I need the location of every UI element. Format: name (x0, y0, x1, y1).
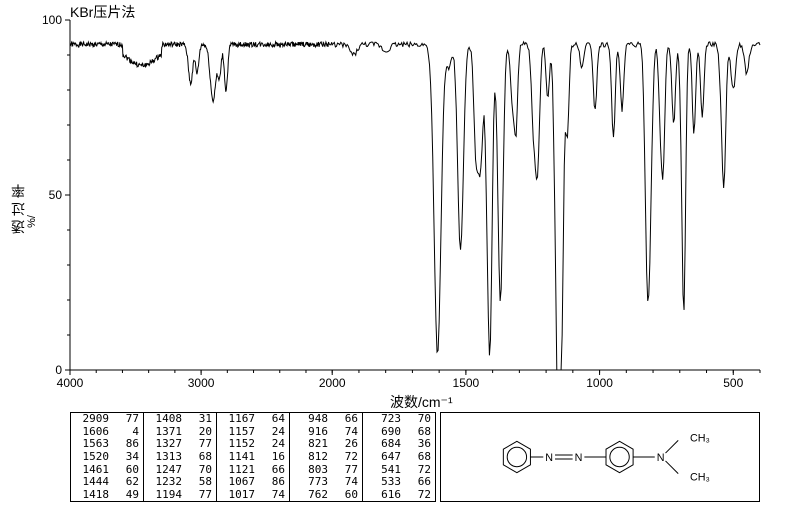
peak-wavenumber: 803 (290, 463, 333, 476)
peak-wavenumber: 541 (363, 463, 406, 476)
peak-wavenumber: 684 (363, 438, 406, 451)
peak-percent: 77 (332, 463, 363, 476)
svg-text:N: N (545, 452, 553, 464)
peak-percent: 24 (259, 426, 290, 439)
peak-percent: 72 (332, 451, 363, 464)
peak-percent: 86 (113, 438, 144, 451)
peak-wavenumber: 1563 (71, 438, 114, 451)
peak-wavenumber: 1017 (217, 488, 260, 501)
peak-wavenumber: 1232 (144, 476, 187, 489)
svg-text:50: 50 (49, 188, 63, 202)
svg-text:100: 100 (42, 13, 62, 27)
peak-wavenumber: 821 (290, 438, 333, 451)
peak-wavenumber: 1194 (144, 488, 187, 501)
peak-wavenumber: 1520 (71, 451, 114, 464)
molecule-structure: N N N CH₃ CH₃ (440, 412, 760, 502)
peak-percent: 34 (113, 451, 144, 464)
peak-percent: 66 (259, 463, 290, 476)
peak-wavenumber: 762 (290, 488, 333, 501)
svg-text:N: N (657, 452, 665, 464)
peak-percent: 64 (259, 413, 290, 426)
svg-text:0: 0 (55, 363, 62, 377)
peak-wavenumber: 1167 (217, 413, 260, 426)
peak-wavenumber: 1606 (71, 426, 114, 439)
peak-wavenumber: 1157 (217, 426, 260, 439)
peak-percent: 26 (332, 438, 363, 451)
peak-percent: 20 (186, 426, 217, 439)
peak-percent: 58 (186, 476, 217, 489)
svg-text:2000: 2000 (319, 376, 346, 390)
peak-wavenumber: 1152 (217, 438, 260, 451)
svg-text:1500: 1500 (453, 376, 480, 390)
peak-percent: 66 (405, 476, 436, 489)
peak-percent: 16 (259, 451, 290, 464)
peak-percent: 68 (405, 451, 436, 464)
peak-wavenumber: 533 (363, 476, 406, 489)
peak-wavenumber: 723 (363, 413, 406, 426)
peak-percent: 77 (186, 488, 217, 501)
peak-percent: 31 (186, 413, 217, 426)
svg-text:CH₃: CH₃ (690, 471, 710, 483)
ir-spectrum-chart: 0 50 100 4000 3000 2000 1500 1000 500 (0, 0, 794, 402)
peak-wavenumber: 1067 (217, 476, 260, 489)
peak-wavenumber: 773 (290, 476, 333, 489)
peak-wavenumber: 690 (363, 426, 406, 439)
peak-wavenumber: 916 (290, 426, 333, 439)
peak-percent: 68 (186, 451, 217, 464)
peak-wavenumber: 1444 (71, 476, 114, 489)
peak-percent: 66 (332, 413, 363, 426)
peak-table: 2909771408311167649486672370160641371201… (70, 412, 436, 502)
peak-wavenumber: 1247 (144, 463, 187, 476)
peak-wavenumber: 2909 (71, 413, 114, 426)
peak-wavenumber: 1121 (217, 463, 260, 476)
svg-text:N: N (575, 452, 583, 464)
peak-percent: 74 (332, 476, 363, 489)
peak-wavenumber: 647 (363, 451, 406, 464)
peak-wavenumber: 616 (363, 488, 406, 501)
peak-wavenumber: 1141 (217, 451, 260, 464)
peak-wavenumber: 1418 (71, 488, 114, 501)
peak-percent: 72 (405, 463, 436, 476)
peak-percent: 36 (405, 438, 436, 451)
svg-text:500: 500 (723, 376, 743, 390)
svg-text:3000: 3000 (188, 376, 215, 390)
bottom-panel: 2909771408311167649486672370160641371201… (70, 412, 760, 502)
peak-percent: 68 (405, 426, 436, 439)
peak-wavenumber: 1371 (144, 426, 187, 439)
peak-percent: 4 (113, 426, 144, 439)
peak-percent: 77 (186, 438, 217, 451)
peak-wavenumber: 1408 (144, 413, 187, 426)
peak-wavenumber: 948 (290, 413, 333, 426)
peak-wavenumber: 1461 (71, 463, 114, 476)
peak-percent: 60 (113, 463, 144, 476)
peak-percent: 77 (113, 413, 144, 426)
peak-percent: 86 (259, 476, 290, 489)
svg-text:CH₃: CH₃ (690, 432, 710, 444)
peak-percent: 49 (113, 488, 144, 501)
peak-wavenumber: 1327 (144, 438, 187, 451)
peak-percent: 24 (259, 438, 290, 451)
peak-percent: 70 (186, 463, 217, 476)
peak-wavenumber: 812 (290, 451, 333, 464)
peak-percent: 74 (259, 488, 290, 501)
peak-percent: 60 (332, 488, 363, 501)
svg-text:4000: 4000 (57, 376, 84, 390)
peak-percent: 62 (113, 476, 144, 489)
svg-text:1000: 1000 (586, 376, 613, 390)
peak-percent: 74 (332, 426, 363, 439)
peak-percent: 72 (405, 488, 436, 501)
peak-percent: 70 (405, 413, 436, 426)
peak-wavenumber: 1313 (144, 451, 187, 464)
